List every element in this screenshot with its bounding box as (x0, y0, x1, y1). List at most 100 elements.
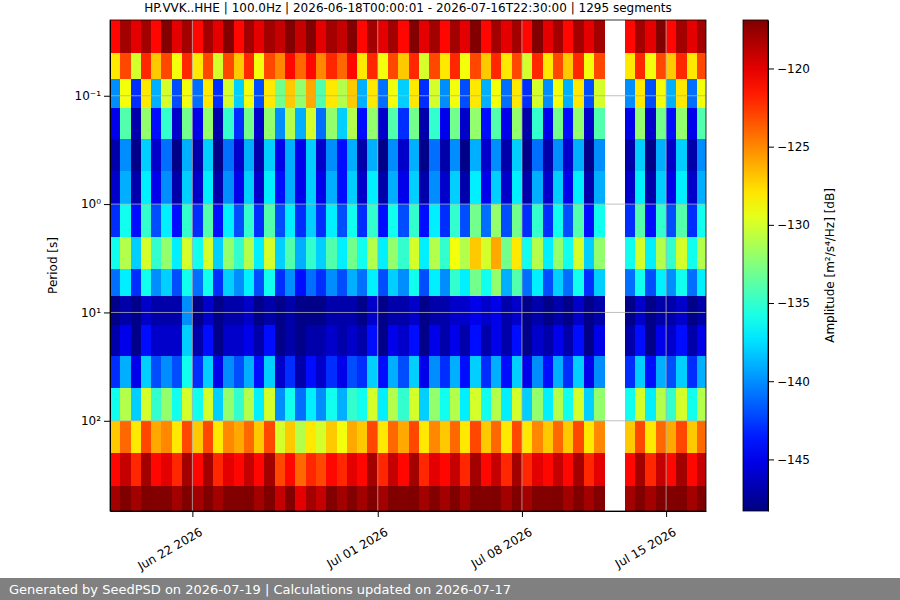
heatmap-cell (110, 204, 121, 237)
heatmap-cell (254, 388, 265, 421)
heatmap-cell (326, 269, 337, 296)
heatmap-cell (584, 108, 595, 139)
heatmap-cell (337, 108, 348, 139)
heatmap-cell (203, 296, 214, 326)
heatmap-cell (522, 204, 533, 237)
heatmap-cell (481, 20, 492, 53)
heatmap-cell (388, 421, 399, 454)
heatmap-cell (563, 325, 574, 356)
heatmap-cell (172, 296, 183, 326)
heatmap-cell (481, 356, 492, 389)
heatmap-cell (244, 204, 255, 237)
heatmap-cell (234, 79, 245, 109)
colorbar-tick: −145 (768, 453, 810, 467)
heatmap-cell (429, 356, 440, 389)
heatmap-cell (254, 296, 265, 326)
heatmap-cell (120, 388, 131, 421)
heatmap-cell (584, 20, 595, 53)
heatmap-cell (244, 171, 255, 204)
heatmap-cell (120, 356, 131, 389)
heatmap-cell (223, 171, 234, 204)
heatmap-cell (347, 108, 358, 139)
heatmap-cell (254, 269, 265, 296)
heatmap-cell (367, 388, 378, 421)
heatmap-cell (151, 171, 162, 204)
heatmap-cell (388, 296, 399, 326)
heatmap-cell (275, 356, 286, 389)
heatmap-cell (192, 79, 203, 109)
heatmap-cell (378, 237, 389, 270)
heatmap-cell (450, 20, 461, 53)
x-tick: Jun 22 2026 (135, 511, 205, 574)
heatmap-cell (306, 79, 317, 109)
heatmap-cell (316, 296, 327, 326)
heatmap-cell (491, 356, 502, 389)
heatmap-cell (450, 296, 461, 326)
heatmap-cell (573, 139, 584, 172)
heatmap-cell (398, 453, 409, 486)
heatmap-cell (491, 269, 502, 296)
heatmap-cell (244, 356, 255, 389)
heatmap-cell (512, 171, 523, 204)
heatmap-cell (440, 388, 451, 421)
x-tick-mark (666, 511, 667, 517)
heatmap-cell (347, 237, 358, 270)
heatmap-cell (172, 20, 183, 53)
colorbar-tick-mark (768, 381, 774, 382)
heatmap-cell (161, 20, 172, 53)
heatmap-cell (285, 296, 296, 326)
heatmap-cell (666, 79, 677, 109)
heatmap-cell (522, 388, 533, 421)
heatmap-cell (141, 388, 152, 421)
heatmap-cell (419, 296, 430, 326)
heatmap-cell (306, 486, 317, 511)
heatmap-cell (687, 453, 698, 486)
heatmap-cell (254, 79, 265, 109)
heatmap-cell (388, 325, 399, 356)
heatmap-cell (470, 388, 481, 421)
heatmap-cell (625, 325, 636, 356)
heatmap-cell (141, 237, 152, 270)
heatmap-cell (656, 204, 667, 237)
heatmap-cell (512, 237, 523, 270)
heatmap-cell (223, 108, 234, 139)
colorbar-tick-label: −120 (777, 62, 810, 76)
heatmap-cell (532, 296, 543, 326)
heatmap-cell (666, 237, 677, 270)
heatmap-cell (254, 139, 265, 172)
heatmap-cell (573, 204, 584, 237)
heatmap-cell (172, 325, 183, 356)
heatmap-cell (594, 79, 605, 109)
grid-line (521, 20, 522, 511)
heatmap-cell (697, 325, 706, 356)
heatmap-cell (357, 204, 368, 237)
heatmap-cell (594, 20, 605, 53)
heatmap-cell (553, 486, 564, 511)
heatmap-cell (676, 325, 687, 356)
heatmap-cell (285, 237, 296, 270)
heatmap-cell (697, 108, 706, 139)
heatmap-cell (244, 388, 255, 421)
heatmap-cell (419, 171, 430, 204)
heatmap-cell (254, 421, 265, 454)
heatmap-cell (120, 108, 131, 139)
heatmap-cell (192, 388, 203, 421)
heatmap-cell (151, 325, 162, 356)
x-tick-mark (522, 511, 523, 517)
heatmap-cell (687, 356, 698, 389)
heatmap-cell (192, 237, 203, 270)
heatmap-cell (512, 453, 523, 486)
heatmap-cell (264, 204, 275, 237)
footer-bar (0, 578, 900, 600)
heatmap-cell (460, 20, 471, 53)
heatmap-cell (512, 108, 523, 139)
colorbar-tick-label: −130 (777, 218, 810, 232)
heatmap-cell (625, 486, 636, 511)
heatmap-cell (573, 108, 584, 139)
heatmap-cell (625, 20, 636, 53)
heatmap-cell (532, 171, 543, 204)
heatmap-cell (141, 108, 152, 139)
heatmap-cell (573, 79, 584, 109)
heatmap-cell (141, 269, 152, 296)
heatmap-cell (450, 53, 461, 80)
